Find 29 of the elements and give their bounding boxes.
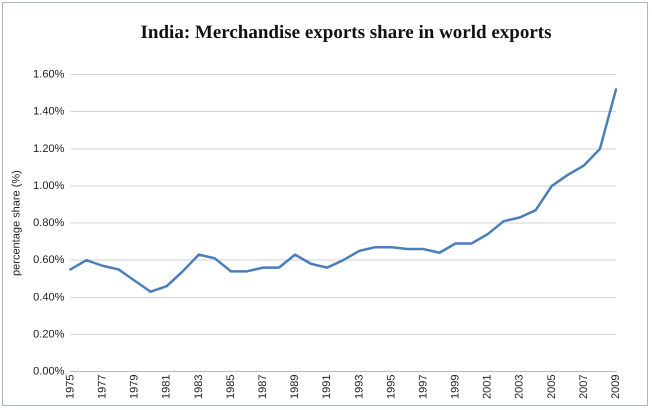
x-tick-label: 2003 xyxy=(514,374,526,400)
x-tick-label: 1997 xyxy=(417,374,430,400)
y-axis-title: percentage share (%) xyxy=(10,170,23,276)
y-tick-label: 1.00% xyxy=(33,180,65,192)
x-tick-label: 1983 xyxy=(192,374,205,400)
chart-title: India: Merchandise exports share in world exports xyxy=(140,22,552,44)
x-tick-label: 1987 xyxy=(256,374,269,400)
x-tick-label: 1977 xyxy=(96,374,109,400)
x-tick-label: 1975 xyxy=(64,374,76,400)
x-tick-label: 1995 xyxy=(385,374,398,400)
x-tick-label: 2005 xyxy=(546,374,558,400)
x-tick-label: 1985 xyxy=(224,374,237,400)
y-tick-label: 0.60% xyxy=(33,254,65,266)
x-tick-label: 1991 xyxy=(321,374,334,400)
y-tick-label: 1.60% xyxy=(33,68,65,81)
y-tick-label: 1.40% xyxy=(33,106,65,118)
y-tick-label: 0.80% xyxy=(33,217,65,230)
y-tick-label: 0.00% xyxy=(33,366,65,378)
x-tick-label: 1989 xyxy=(289,374,302,400)
x-tick-label: 2001 xyxy=(482,374,494,400)
y-tick-label: 0.40% xyxy=(33,291,65,304)
x-tick-label: 1981 xyxy=(160,374,173,400)
y-tick-label: 0.20% xyxy=(33,328,65,340)
y-tick-label: 1.20% xyxy=(33,142,65,155)
x-tick-label: 2007 xyxy=(578,374,590,400)
x-tick-label: 1999 xyxy=(450,374,462,400)
x-tick-label: 2009 xyxy=(610,374,622,400)
x-tick-label: 1993 xyxy=(353,374,366,400)
x-tick-label: 1979 xyxy=(128,374,141,400)
